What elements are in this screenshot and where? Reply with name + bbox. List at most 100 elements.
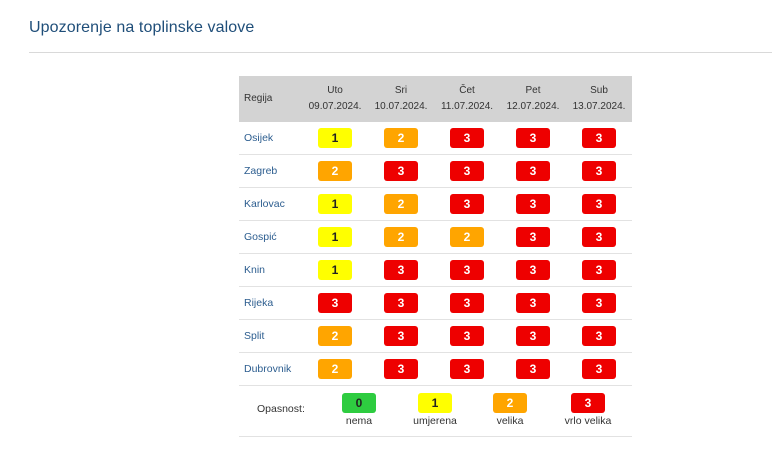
table-row: Karlovac 1 2 3 3 3 — [239, 187, 632, 221]
level-cell: 3 — [434, 253, 500, 287]
level-badge: 3 — [384, 359, 418, 379]
warning-table-body: Osijek 1 2 3 3 3 Zagreb 2 3 3 3 3 Karlov… — [239, 122, 632, 386]
level-cell: 3 — [566, 220, 632, 254]
level-cell: 3 — [566, 187, 632, 221]
level-cell: 3 — [566, 319, 632, 353]
level-cell: 3 — [566, 286, 632, 320]
level-cell: 3 — [500, 286, 566, 320]
level-cell: 2 — [368, 122, 434, 155]
level-badge: 3 — [582, 260, 616, 280]
danger-legend: Opasnost: 0 nema 1 umjerena 2 velika 3 v… — [239, 383, 632, 437]
level-badge: 3 — [516, 260, 550, 280]
legend-label: vrlo velika — [564, 415, 612, 427]
table-row: Zagreb 2 3 3 3 3 — [239, 154, 632, 188]
level-cell: 1 — [302, 253, 368, 287]
level-badge: 3 — [450, 293, 484, 313]
region-column-header: Regija — [239, 76, 302, 122]
region-link[interactable]: Gospić — [239, 220, 302, 254]
level-cell: 3 — [434, 319, 500, 353]
level-badge: 3 — [384, 326, 418, 346]
table-row: Rijeka 3 3 3 3 3 — [239, 286, 632, 320]
level-cell: 1 — [302, 220, 368, 254]
region-link[interactable]: Zagreb — [239, 154, 302, 188]
level-badge: 3 — [516, 161, 550, 181]
day-column-header: Sri 10.07.2024. — [368, 76, 434, 122]
day-column-header: Uto 09.07.2024. — [302, 76, 368, 122]
region-link[interactable]: Dubrovnik — [239, 352, 302, 386]
level-badge: 3 — [516, 194, 550, 214]
day-date: 10.07.2024. — [374, 101, 428, 112]
level-badge: 3 — [384, 293, 418, 313]
table-row: Dubrovnik 2 3 3 3 3 — [239, 352, 632, 386]
level-badge: 2 — [384, 194, 418, 214]
page-title: Upozorenje na toplinske valove — [29, 19, 255, 36]
level-badge: 3 — [450, 326, 484, 346]
level-cell: 3 — [500, 253, 566, 287]
level-badge: 2 — [450, 227, 484, 247]
level-cell: 2 — [368, 220, 434, 254]
legend-badge: 0 — [342, 393, 376, 413]
legend-badge: 3 — [571, 393, 605, 413]
level-badge: 2 — [318, 359, 352, 379]
level-cell: 3 — [500, 187, 566, 221]
day-date: 12.07.2024. — [506, 101, 560, 112]
level-cell: 3 — [434, 352, 500, 386]
day-date: 09.07.2024. — [308, 101, 362, 112]
level-badge: 2 — [318, 161, 352, 181]
table-row: Knin 1 3 3 3 3 — [239, 253, 632, 287]
level-badge: 3 — [516, 128, 550, 148]
level-cell: 3 — [368, 286, 434, 320]
level-badge: 3 — [582, 359, 616, 379]
day-column-header: Pet 12.07.2024. — [500, 76, 566, 122]
title-divider — [29, 52, 772, 53]
legend-label: velika — [496, 415, 524, 427]
region-link[interactable]: Karlovac — [239, 187, 302, 221]
level-cell: 2 — [368, 187, 434, 221]
level-badge: 3 — [384, 260, 418, 280]
day-name: Sri — [394, 85, 408, 96]
level-cell: 3 — [500, 220, 566, 254]
legend-label: umjerena — [413, 415, 457, 427]
table-row: Osijek 1 2 3 3 3 — [239, 122, 632, 155]
level-badge: 3 — [582, 161, 616, 181]
level-cell: 2 — [302, 352, 368, 386]
level-badge: 3 — [450, 161, 484, 181]
level-badge: 3 — [516, 227, 550, 247]
level-cell: 3 — [368, 253, 434, 287]
table-header-row: Regija Uto 09.07.2024. Sri 10.07.2024. Č… — [239, 76, 632, 122]
day-name: Uto — [327, 85, 343, 96]
level-badge: 1 — [318, 194, 352, 214]
level-badge: 2 — [384, 128, 418, 148]
legend-item-umjerena: 1 umjerena — [395, 393, 475, 427]
level-badge: 1 — [318, 260, 352, 280]
level-badge: 3 — [582, 227, 616, 247]
level-cell: 3 — [434, 187, 500, 221]
level-badge: 3 — [450, 194, 484, 214]
level-cell: 3 — [566, 253, 632, 287]
level-badge: 3 — [450, 128, 484, 148]
level-cell: 3 — [368, 352, 434, 386]
region-link[interactable]: Knin — [239, 253, 302, 287]
level-badge: 3 — [318, 293, 352, 313]
level-cell: 1 — [302, 122, 368, 155]
level-cell: 3 — [500, 154, 566, 188]
level-cell: 2 — [302, 319, 368, 353]
region-link[interactable]: Split — [239, 319, 302, 353]
level-badge: 3 — [582, 326, 616, 346]
level-badge: 3 — [516, 293, 550, 313]
day-name: Pet — [525, 85, 541, 96]
table-row: Split 2 3 3 3 3 — [239, 319, 632, 353]
level-badge: 3 — [450, 260, 484, 280]
level-badge: 3 — [582, 293, 616, 313]
level-badge: 1 — [318, 128, 352, 148]
level-badge: 3 — [582, 128, 616, 148]
legend-item-vrlo-velika: 3 vrlo velika — [548, 393, 628, 427]
region-link[interactable]: Rijeka — [239, 286, 302, 320]
day-name: Sub — [590, 85, 608, 96]
level-cell: 3 — [500, 352, 566, 386]
level-cell: 1 — [302, 187, 368, 221]
level-badge: 3 — [384, 161, 418, 181]
region-link[interactable]: Osijek — [239, 122, 302, 155]
level-cell: 3 — [434, 154, 500, 188]
